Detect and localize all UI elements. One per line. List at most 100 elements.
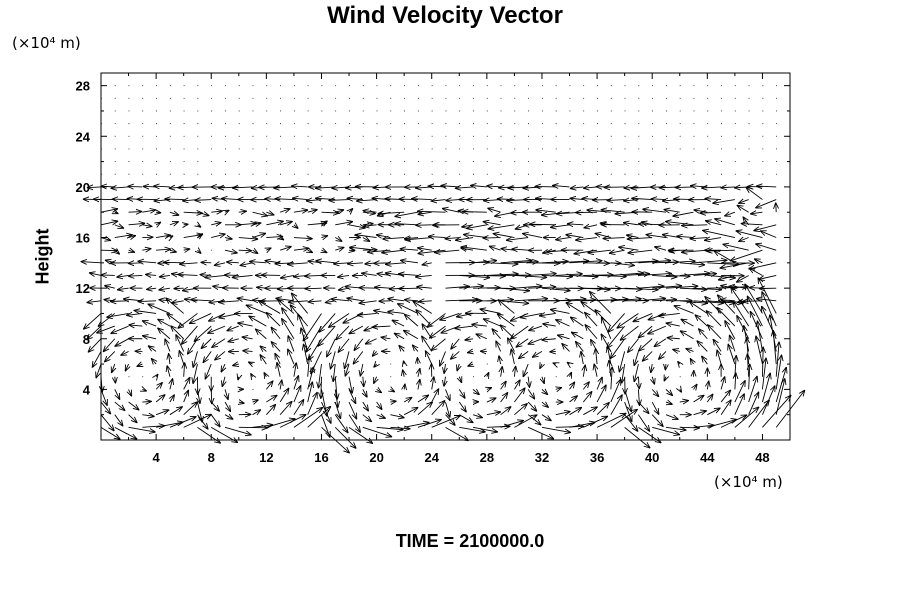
wind-vector bbox=[584, 312, 598, 327]
wind-vector bbox=[775, 355, 781, 390]
wind-vector bbox=[473, 260, 497, 262]
wind-vector bbox=[210, 401, 219, 411]
wind-vector bbox=[527, 401, 537, 411]
wind-vector bbox=[403, 407, 418, 416]
wind-vector bbox=[472, 389, 480, 394]
wind-vector bbox=[281, 318, 295, 339]
wind-vector bbox=[156, 222, 161, 225]
wind-vector bbox=[211, 389, 212, 404]
wind-vector bbox=[618, 247, 639, 250]
wind-vector bbox=[615, 212, 639, 214]
wind-vector bbox=[374, 364, 377, 367]
wind-vector bbox=[193, 351, 198, 367]
wind-vector bbox=[331, 299, 350, 301]
wind-vector bbox=[431, 388, 439, 403]
wind-vector bbox=[743, 217, 750, 226]
wind-vector bbox=[184, 224, 189, 225]
wind-vector bbox=[148, 304, 171, 314]
wind-vector bbox=[128, 275, 143, 276]
wind-vector bbox=[747, 354, 748, 377]
wind-vector bbox=[232, 364, 239, 366]
wind-vector bbox=[252, 425, 274, 428]
wind-vector bbox=[623, 223, 639, 225]
wind-vector bbox=[775, 390, 805, 428]
wind-vector bbox=[734, 393, 745, 415]
wind-vector bbox=[665, 414, 679, 420]
wind-vector bbox=[701, 187, 722, 188]
wind-vector bbox=[610, 263, 635, 266]
wind-vector bbox=[328, 313, 350, 327]
wind-vector bbox=[514, 299, 548, 301]
wind-vector bbox=[738, 200, 749, 204]
wind-vector bbox=[486, 186, 501, 187]
wind-vector bbox=[450, 351, 460, 359]
wind-vector bbox=[541, 402, 549, 408]
wind-vector bbox=[664, 377, 666, 382]
wind-vector bbox=[693, 288, 723, 290]
wind-vector bbox=[595, 233, 611, 238]
wind-vector bbox=[165, 339, 171, 352]
wind-vector bbox=[280, 221, 293, 224]
wind-vector bbox=[157, 328, 171, 340]
wind-vector bbox=[417, 248, 432, 250]
wind-vector bbox=[171, 301, 184, 303]
wind-vector bbox=[225, 389, 228, 400]
wind-vector bbox=[153, 186, 170, 187]
y-tick-label: 20 bbox=[76, 180, 90, 195]
wind-vector bbox=[734, 380, 745, 403]
wind-vector bbox=[679, 273, 711, 275]
wind-vector bbox=[363, 376, 364, 387]
time-annotation: TIME = 2100000.0 bbox=[395, 531, 545, 551]
wind-vector bbox=[596, 413, 626, 428]
wind-vector bbox=[321, 376, 322, 399]
wind-vector bbox=[362, 401, 369, 411]
wind-vector bbox=[583, 187, 598, 188]
wind-vector bbox=[553, 363, 556, 364]
wind-vector bbox=[417, 395, 429, 403]
wind-vector bbox=[392, 320, 405, 327]
wind-vector bbox=[100, 401, 111, 414]
wind-vector bbox=[665, 389, 673, 395]
wind-vector bbox=[647, 325, 667, 334]
wind-vector bbox=[541, 414, 552, 421]
wind-vector bbox=[120, 351, 129, 355]
wind-vector bbox=[445, 389, 451, 401]
wind-vector bbox=[541, 212, 570, 215]
wind-vector bbox=[651, 199, 667, 200]
wind-vector bbox=[260, 354, 267, 365]
x-tick-label: 8 bbox=[208, 450, 215, 465]
wind-vector bbox=[348, 389, 356, 404]
wind-vector bbox=[224, 250, 238, 253]
wind-vector bbox=[666, 323, 680, 326]
wind-vector bbox=[129, 389, 132, 396]
wind-vector bbox=[693, 411, 707, 415]
wind-vector bbox=[638, 338, 653, 351]
wind-vector bbox=[638, 273, 672, 275]
wind-vector bbox=[562, 343, 570, 352]
wind-vector bbox=[610, 379, 621, 403]
wind-vector bbox=[744, 325, 750, 352]
wind-vector bbox=[412, 345, 418, 352]
wind-vector bbox=[92, 351, 102, 367]
wind-vector bbox=[506, 238, 529, 241]
wind-vector bbox=[418, 379, 420, 390]
wind-vector bbox=[200, 275, 212, 276]
wind-vector bbox=[304, 288, 322, 289]
wind-vector bbox=[702, 230, 735, 238]
wind-vector bbox=[622, 364, 625, 383]
wind-vector bbox=[610, 338, 626, 359]
wind-vector bbox=[762, 291, 777, 327]
wind-vector bbox=[357, 313, 377, 315]
wind-vector bbox=[155, 410, 169, 416]
wind-vector bbox=[303, 313, 322, 341]
wind-vector bbox=[658, 351, 667, 359]
wind-vector bbox=[404, 384, 405, 390]
wind-vector bbox=[374, 376, 377, 384]
wind-vector bbox=[705, 221, 722, 226]
wind-vector bbox=[455, 238, 474, 241]
wind-vector bbox=[704, 238, 722, 241]
wind-vector bbox=[363, 389, 367, 397]
wind-vector bbox=[255, 329, 267, 340]
wind-vector bbox=[735, 355, 736, 377]
wind-vector bbox=[321, 236, 328, 238]
